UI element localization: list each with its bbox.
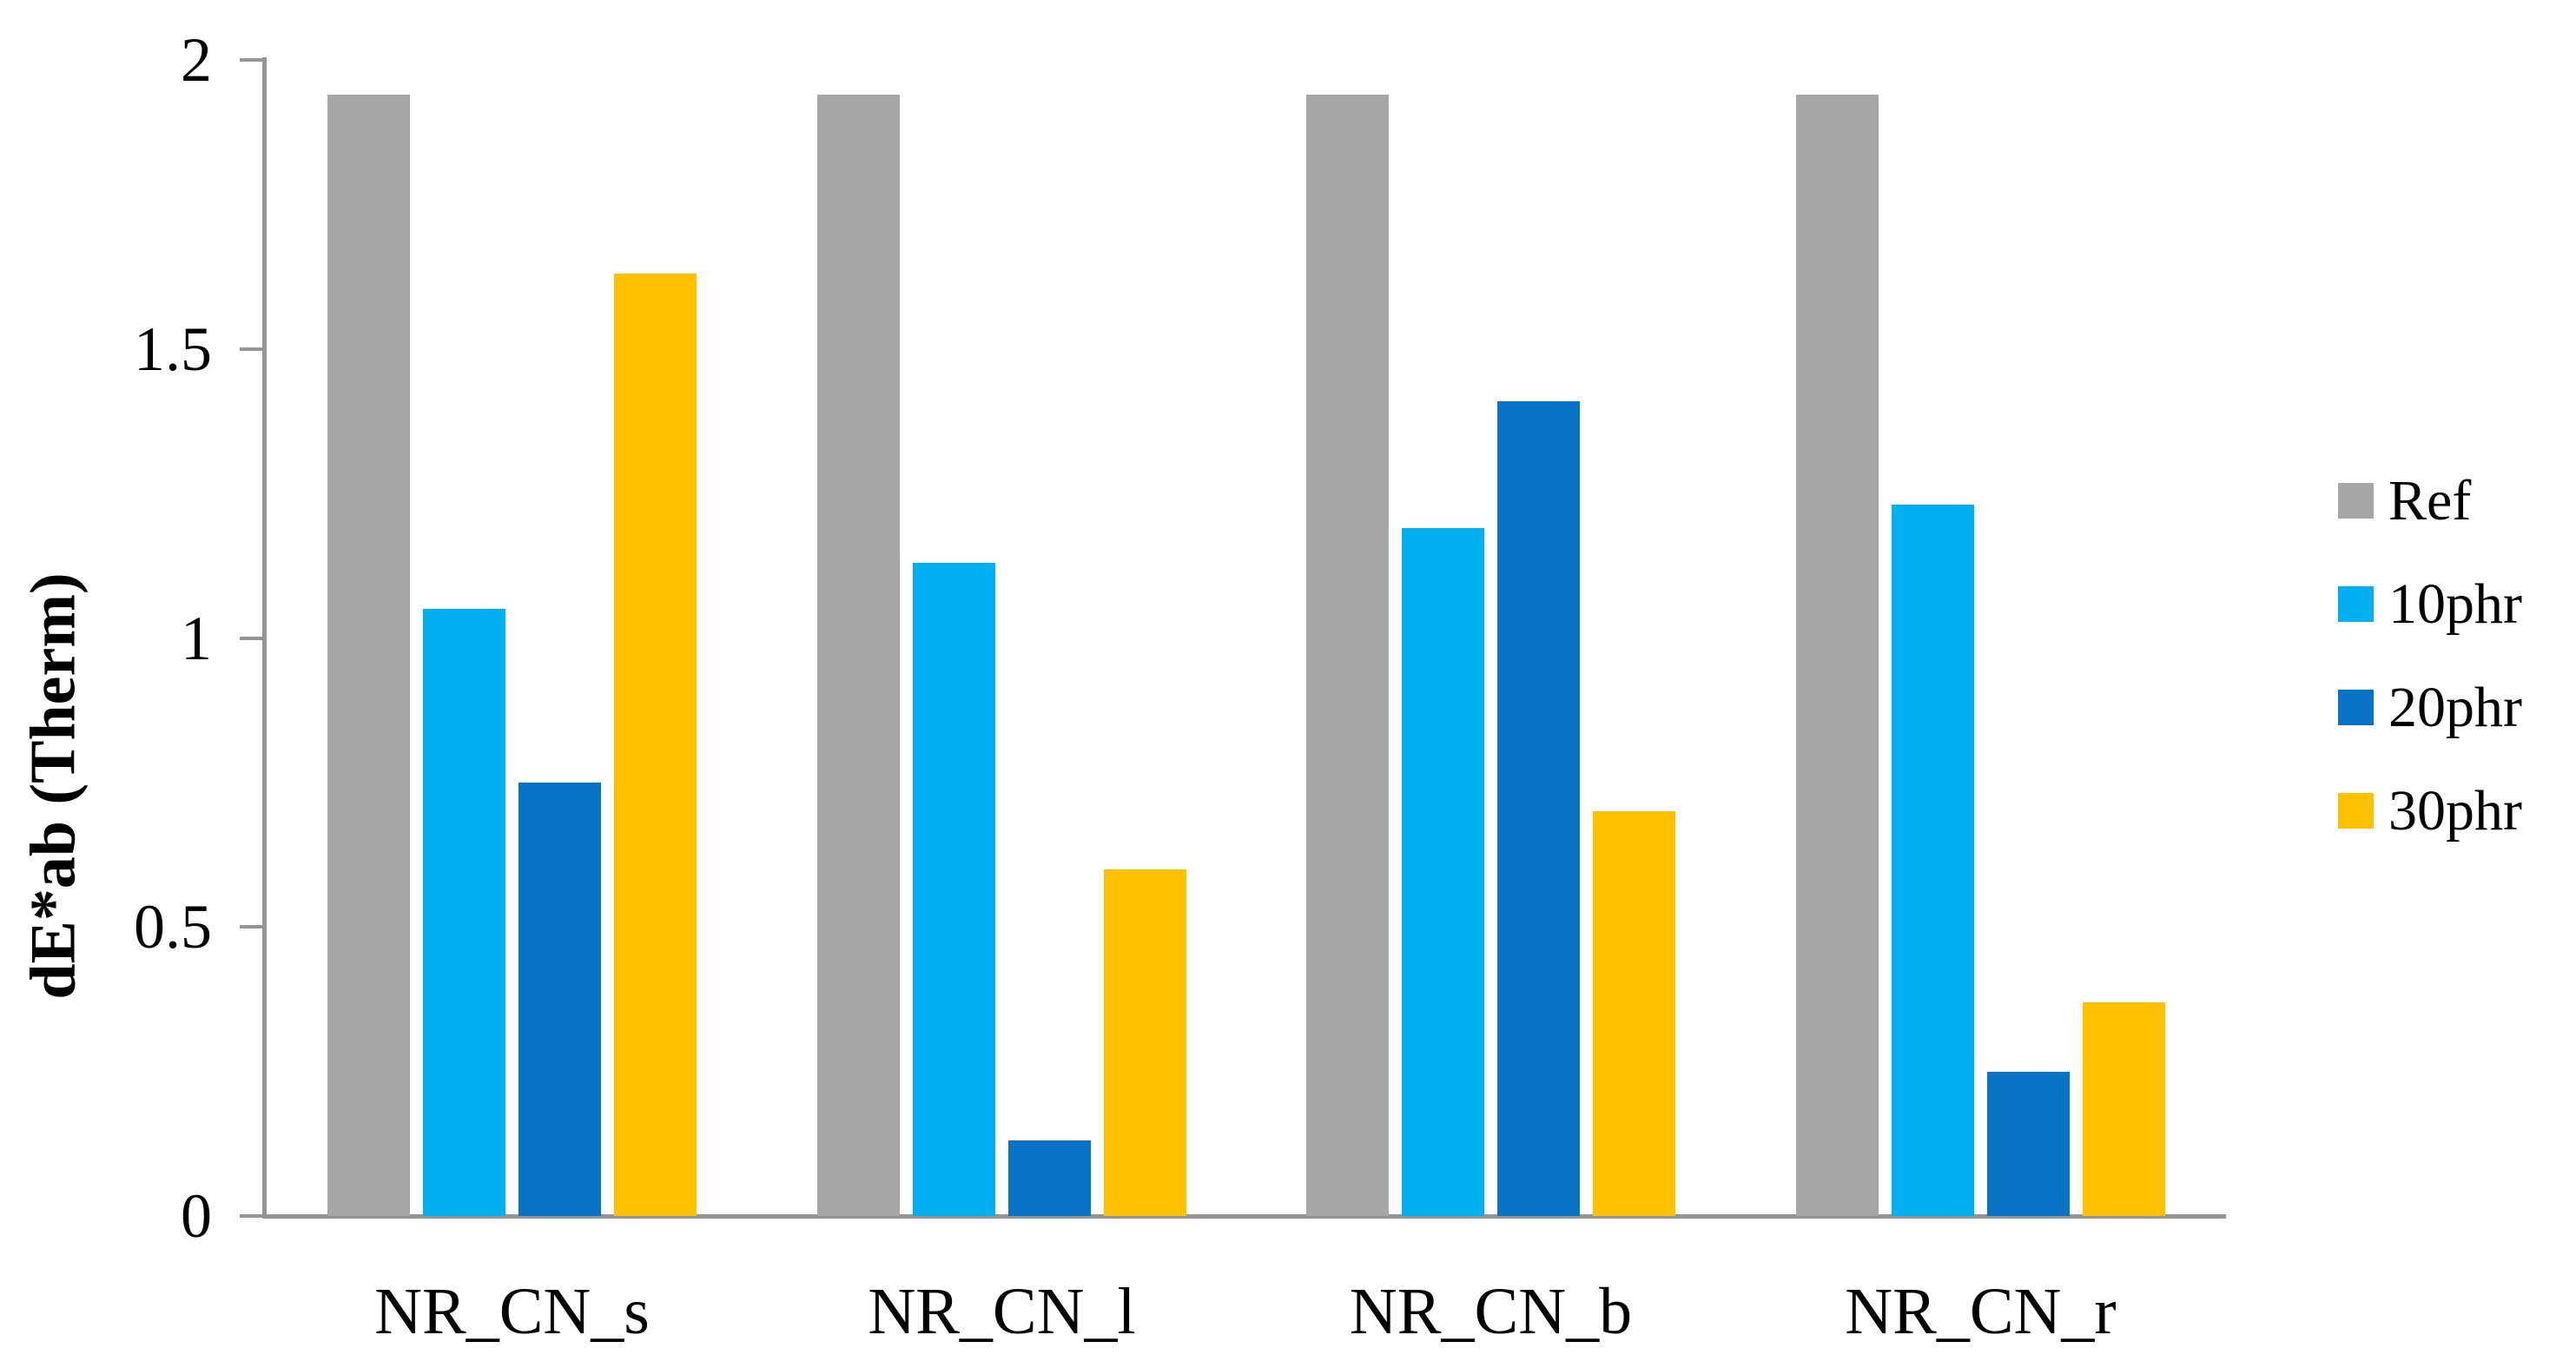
bar-NR_CN_b-20phr <box>1497 401 1580 1216</box>
bar-NR_CN_l-Ref <box>817 95 900 1216</box>
bar-NR_CN_r-10phr <box>1892 505 1974 1216</box>
bar-NR_CN_r-20phr <box>1987 1072 2070 1216</box>
legend-label: Ref <box>2388 469 2472 532</box>
y-tick-mark <box>240 58 262 62</box>
x-category-label-NR_CN_b: NR_CN_b <box>1349 1275 1633 1348</box>
bar-NR_CN_r-Ref <box>1796 95 1879 1216</box>
y-tick-mark <box>240 636 262 640</box>
legend-swatch-10phr <box>2338 586 2374 622</box>
legend-swatch-20phr <box>2338 690 2374 725</box>
y-tick-label: 1 <box>181 603 212 673</box>
y-tick-label: 0 <box>181 1181 212 1251</box>
x-category-label-NR_CN_l: NR_CN_l <box>868 1275 1136 1348</box>
x-axis-line <box>262 1214 2226 1219</box>
bar-NR_CN_s-30phr <box>614 274 697 1216</box>
legend-label: 30phr <box>2388 779 2522 843</box>
y-tick-label: 1.5 <box>134 314 212 384</box>
y-tick-mark <box>240 347 262 351</box>
y-axis-line <box>262 57 267 1219</box>
bar-NR_CN_b-10phr <box>1402 528 1484 1216</box>
bar-NR_CN_l-30phr <box>1104 869 1186 1216</box>
legend: Ref 10phr 20phr 30phr <box>2338 452 2576 869</box>
legend-swatch-30phr <box>2338 793 2374 829</box>
legend-label: 20phr <box>2388 676 2522 739</box>
bar-NR_CN_l-10phr <box>913 563 995 1216</box>
bar-NR_CN_l-20phr <box>1008 1140 1091 1216</box>
bar-NR_CN_r-30phr <box>2083 1002 2165 1216</box>
bar-NR_CN_b-30phr <box>1593 811 1675 1216</box>
y-tick-label: 2 <box>181 25 212 95</box>
bar-NR_CN_s-20phr <box>519 783 601 1216</box>
legend-swatch-Ref <box>2338 483 2374 519</box>
y-tick-mark <box>240 925 262 929</box>
bar-NR_CN_s-10phr <box>423 609 505 1216</box>
legend-label: 10phr <box>2388 572 2522 636</box>
x-category-label-NR_CN_r: NR_CN_r <box>1845 1275 2117 1348</box>
bar-NR_CN_s-Ref <box>327 95 410 1216</box>
y-tick-mark <box>240 1214 262 1218</box>
x-category-label-NR_CN_s: NR_CN_s <box>374 1275 650 1348</box>
bar-NR_CN_b-Ref <box>1306 95 1389 1216</box>
y-tick-label: 0.5 <box>134 892 212 962</box>
